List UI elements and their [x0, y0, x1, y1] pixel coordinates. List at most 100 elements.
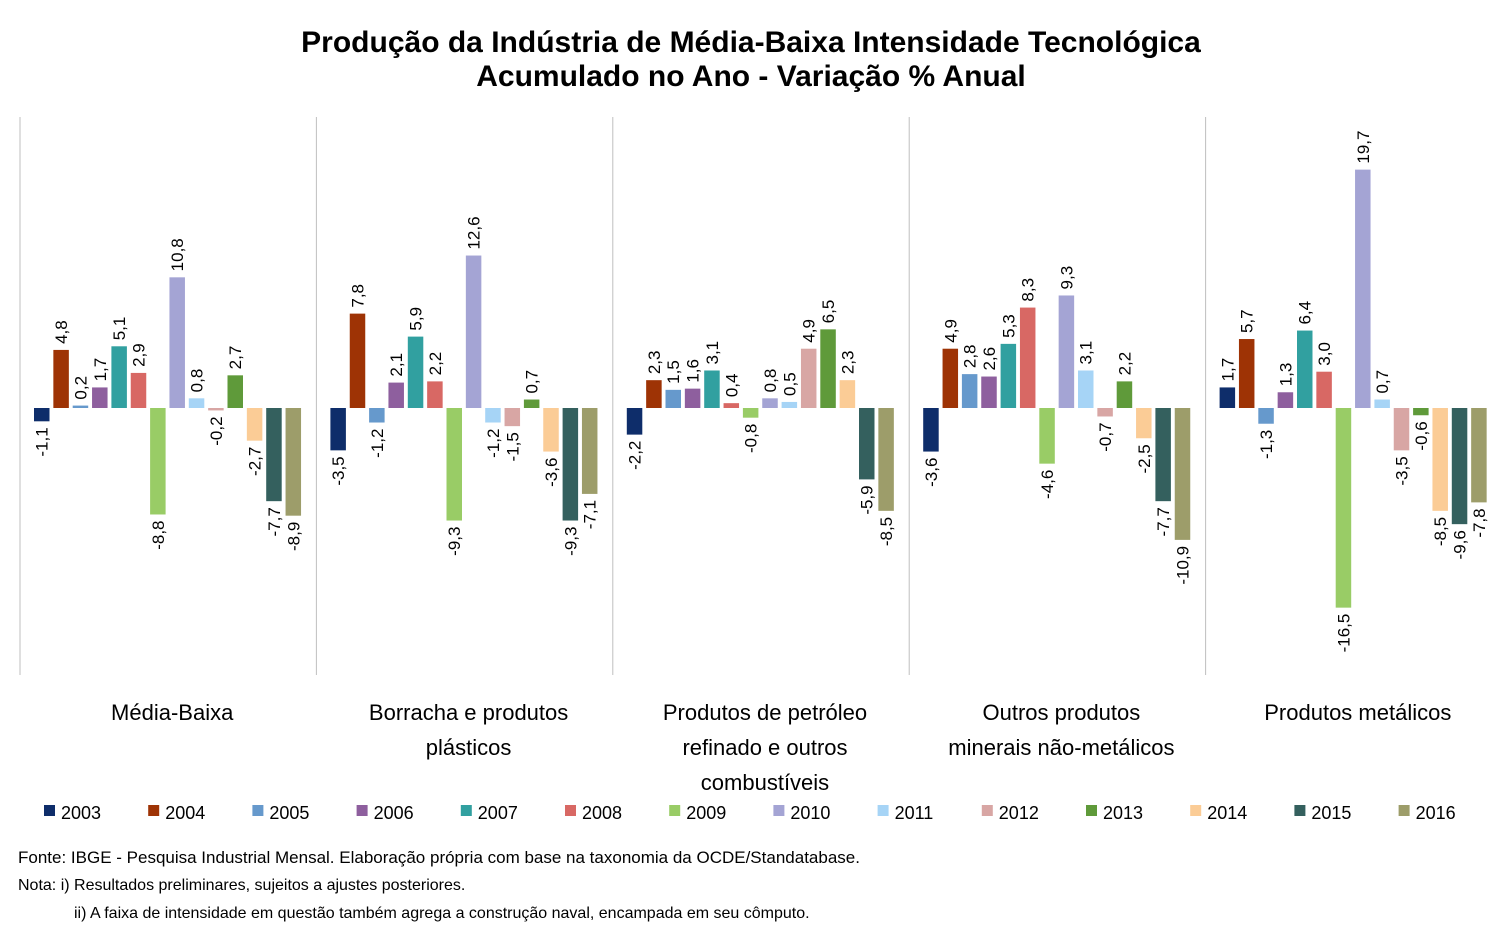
data-label-2006-cat2: 2,1 [387, 353, 406, 377]
bar-2016-cat1 [285, 408, 302, 516]
legend-label-2009: 2009 [686, 803, 726, 823]
source-note: Fonte: IBGE - Pesquisa Industrial Mensal… [18, 848, 860, 867]
note-1: Nota: i) Resultados preliminares, sujeit… [18, 877, 466, 894]
bar-2003-cat5 [1219, 387, 1236, 408]
bar-2003-cat2 [330, 408, 346, 451]
category-labels: Média-Baixa Borracha e produtos plásticos P… [111, 700, 1451, 795]
bar-2015-cat1 [266, 408, 282, 502]
data-label-2004-cat2: 7,8 [349, 284, 368, 308]
bar-2012-cat5 [1393, 408, 1410, 451]
bar-2016-cat2 [581, 408, 598, 494]
bar-2011-cat1 [188, 398, 205, 408]
data-label-2007-cat3: 3,1 [703, 341, 722, 365]
data-label-2009-cat3: -0,8 [742, 424, 761, 453]
bar-2014-cat4 [1136, 408, 1152, 439]
data-label-2013-cat1: 2,7 [226, 346, 245, 370]
bar-2003-cat3 [626, 408, 643, 435]
legend-swatch-2005 [252, 805, 264, 816]
data-label-2014-cat1: -2,7 [246, 447, 265, 476]
bar-2011-cat4 [1078, 370, 1094, 408]
bar-2014-cat5 [1432, 408, 1448, 511]
bar-2007-cat3 [704, 370, 720, 408]
bar-2015-cat3 [859, 408, 875, 480]
data-label-2007-cat2: 5,9 [407, 307, 426, 331]
legend-swatch-2012 [981, 805, 993, 816]
data-label-2015-cat2: -9,3 [561, 527, 580, 556]
legend-swatch-2010 [773, 805, 785, 816]
chart-title: Produção da Indústria de Média-Baixa Int… [301, 26, 1201, 93]
data-label-2007-cat1: 5,1 [110, 317, 129, 341]
bar-2015-cat5 [1451, 408, 1468, 525]
data-label-2012-cat1: -0,2 [207, 416, 226, 445]
data-label-2010-cat2: 12,6 [465, 216, 484, 249]
chart-title-line-1: Produção da Indústria de Média-Baixa Int… [301, 26, 1201, 59]
data-label-2014-cat5: -8,5 [1431, 517, 1450, 546]
data-label-2006-cat4: 2,6 [980, 347, 999, 371]
legend-swatch-2006 [356, 805, 368, 816]
legend-label-2013: 2013 [1103, 803, 1143, 823]
data-label-2009-cat2: -9,3 [445, 527, 464, 556]
bar-2012-cat2 [504, 408, 521, 427]
legend-label-2008: 2008 [582, 803, 622, 823]
legend-label-2011: 2011 [895, 803, 934, 823]
data-label-2005-cat2: -1,2 [368, 429, 387, 458]
category-label-4: minerais não-metálicos [948, 735, 1174, 760]
legend: 2003 2004 2005 2006 2007 2008 2009 2010 2011 2012… [44, 803, 1456, 823]
category-label-5: Produtos metálicos [1264, 700, 1451, 725]
data-label-2008-cat2: 2,2 [426, 352, 445, 376]
bar-2013-cat4 [1116, 381, 1133, 408]
data-label-2009-cat4: -4,6 [1038, 470, 1057, 499]
data-label-2005-cat1: 0,2 [71, 376, 90, 400]
bar-2011-cat5 [1374, 399, 1390, 408]
data-label-2010-cat1: 10,8 [168, 238, 187, 271]
data-label-2010-cat3: 0,8 [761, 369, 780, 393]
bar-2011-cat3 [781, 401, 798, 408]
data-label-2013-cat2: 0,7 [523, 370, 542, 394]
bar-2009-cat1 [150, 408, 166, 515]
data-label-2012-cat2: -1,5 [503, 432, 522, 461]
bar-2009-cat4 [1039, 408, 1055, 464]
bar-2011-cat2 [485, 408, 501, 423]
bar-2016-cat5 [1471, 408, 1487, 503]
data-label-2006-cat3: 1,6 [684, 359, 703, 383]
category-label-2: plásticos [426, 735, 512, 760]
data-label-2011-cat1: 0,8 [188, 369, 207, 393]
bar-2010-cat5 [1355, 169, 1371, 408]
bar-2013-cat3 [820, 329, 836, 408]
bar-2008-cat2 [427, 381, 443, 408]
category-label-3: refinado e outros [682, 735, 847, 760]
bar-2009-cat5 [1335, 408, 1352, 608]
bar-2014-cat3 [839, 380, 856, 408]
data-label-2006-cat5: 1,3 [1276, 363, 1295, 387]
data-label-2012-cat4: -0,7 [1096, 422, 1115, 451]
data-label-2009-cat5: -16,5 [1334, 614, 1353, 653]
bar-2010-cat4 [1058, 295, 1075, 408]
bar-2015-cat4 [1155, 408, 1171, 502]
bar-2005-cat3 [665, 389, 681, 408]
legend-swatch-2015 [1294, 805, 1306, 816]
data-label-2003-cat3: -2,2 [626, 441, 645, 470]
bar-2013-cat2 [523, 399, 540, 408]
category-label-1: Média-Baixa [111, 700, 234, 725]
bar-2014-cat2 [543, 408, 559, 452]
legend-swatch-2013 [1086, 805, 1097, 816]
data-label-2005-cat5: -1,3 [1257, 430, 1276, 459]
bar-2004-cat5 [1238, 339, 1255, 408]
legend-swatch-2014 [1190, 805, 1202, 816]
legend-swatch-2003 [44, 805, 55, 816]
legend-label-2007: 2007 [478, 803, 518, 823]
bar-2016-cat3 [878, 408, 894, 511]
chart-title-line-2: Acumulado no Ano - Variação % Anual [476, 60, 1026, 93]
data-label-2016-cat1: -8,9 [284, 522, 303, 551]
bar-2004-cat3 [646, 380, 662, 408]
category-separators [19, 117, 1207, 675]
bar-2009-cat3 [742, 408, 759, 418]
bar-2006-cat4 [981, 376, 997, 408]
bar-2010-cat2 [465, 255, 482, 408]
data-labels: -1,14,80,21,75,12,9-8,810,80,8-0,22,7-2,… [33, 131, 1489, 653]
data-label-2015-cat1: -7,7 [265, 507, 284, 536]
legend-label-2006: 2006 [374, 803, 414, 823]
data-label-2011-cat4: 3,1 [1077, 341, 1096, 365]
data-label-2004-cat1: 4,8 [52, 320, 71, 344]
data-label-2005-cat4: 2,8 [961, 344, 980, 368]
